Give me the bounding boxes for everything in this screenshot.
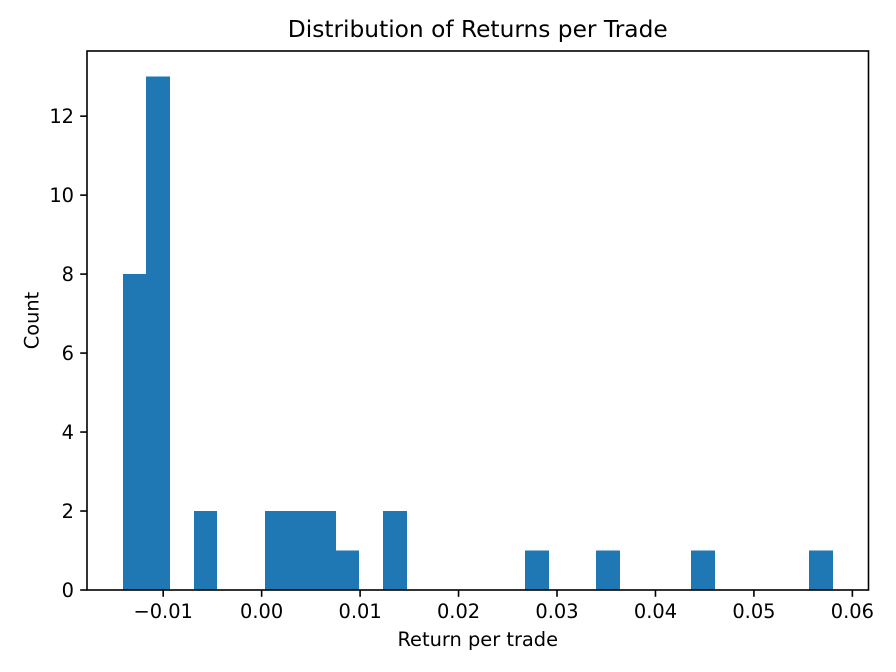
histogram-bar [596, 550, 620, 590]
histogram-bar [383, 511, 407, 590]
histogram-bar [265, 511, 288, 590]
y-tick-label: 4 [62, 421, 74, 444]
y-axis-label: Count [21, 291, 44, 349]
plot-area [87, 51, 869, 590]
histogram-bar [123, 274, 146, 590]
x-tick-label: 0.01 [339, 600, 382, 623]
histogram-bar [288, 511, 312, 590]
y-tick-label: 10 [49, 184, 74, 207]
histogram-bar [809, 550, 833, 590]
y-tick-label: 2 [62, 500, 74, 523]
x-tick-label: 0.00 [240, 600, 283, 623]
x-tick-label: 0.06 [831, 600, 874, 623]
x-tick-label: 0.03 [535, 600, 578, 623]
axes-spines [86, 50, 870, 591]
bars-layer [123, 76, 833, 590]
histogram-bar [691, 550, 715, 590]
y-axis: 0 2 4 6 8 10 12 [49, 105, 87, 602]
y-tick-label: 0 [62, 579, 74, 602]
chart-title: Distribution of Returns per Trade [288, 16, 668, 43]
y-tick-label: 12 [49, 105, 74, 128]
histogram-bar [336, 550, 359, 590]
x-tick-label: −0.01 [133, 600, 192, 623]
x-axis: −0.01 0.00 0.01 0.02 0.03 0.04 0.05 0.06 [133, 590, 874, 623]
histogram-bar [194, 511, 217, 590]
histogram-bar [312, 511, 336, 590]
histogram-bar [525, 550, 549, 590]
y-tick-label: 8 [62, 263, 74, 286]
y-tick-label: 6 [62, 342, 74, 365]
x-tick-label: 0.02 [437, 600, 480, 623]
x-axis-label: Return per trade [397, 628, 558, 651]
histogram-bar [146, 76, 170, 590]
x-tick-label: 0.05 [732, 600, 775, 623]
x-tick-label: 0.04 [634, 600, 677, 623]
